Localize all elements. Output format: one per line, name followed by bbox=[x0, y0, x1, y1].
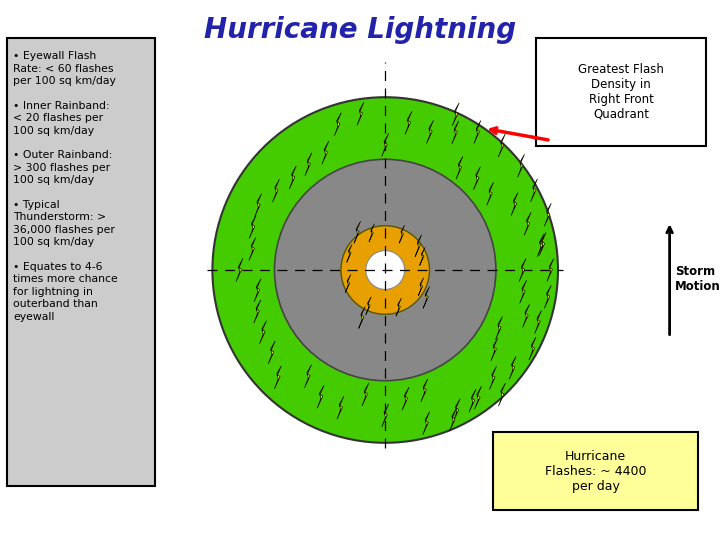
Polygon shape bbox=[236, 259, 243, 281]
Polygon shape bbox=[255, 194, 261, 217]
Polygon shape bbox=[511, 193, 518, 215]
Polygon shape bbox=[452, 121, 459, 144]
Circle shape bbox=[366, 251, 405, 289]
Polygon shape bbox=[427, 120, 433, 143]
Polygon shape bbox=[474, 167, 480, 190]
Polygon shape bbox=[449, 408, 456, 431]
Polygon shape bbox=[469, 389, 476, 412]
Polygon shape bbox=[531, 179, 537, 202]
Text: • Eyewall Flash
Rate: < 60 flashes
per 100 sq km/day

• Inner Rainband:
< 20 fla: • Eyewall Flash Rate: < 60 flashes per 1… bbox=[13, 51, 117, 322]
Polygon shape bbox=[405, 111, 412, 134]
Polygon shape bbox=[399, 225, 405, 243]
Polygon shape bbox=[357, 103, 364, 125]
Polygon shape bbox=[535, 310, 541, 333]
Polygon shape bbox=[289, 166, 296, 189]
Polygon shape bbox=[544, 203, 552, 226]
Polygon shape bbox=[453, 399, 460, 422]
Text: Storm
Motion: Storm Motion bbox=[675, 266, 720, 293]
FancyBboxPatch shape bbox=[7, 38, 155, 486]
Polygon shape bbox=[490, 366, 497, 389]
Polygon shape bbox=[305, 364, 312, 388]
Polygon shape bbox=[396, 298, 402, 316]
Polygon shape bbox=[452, 103, 459, 126]
Polygon shape bbox=[547, 259, 554, 281]
Text: Hurricane Lightning: Hurricane Lightning bbox=[204, 16, 516, 44]
Polygon shape bbox=[337, 396, 344, 420]
Polygon shape bbox=[474, 386, 482, 409]
Polygon shape bbox=[402, 387, 409, 410]
Polygon shape bbox=[539, 233, 546, 255]
Polygon shape bbox=[423, 411, 430, 435]
Polygon shape bbox=[518, 154, 524, 177]
Polygon shape bbox=[495, 316, 503, 340]
Polygon shape bbox=[249, 238, 256, 260]
Polygon shape bbox=[498, 383, 505, 406]
Polygon shape bbox=[346, 274, 351, 293]
Polygon shape bbox=[474, 120, 481, 144]
FancyBboxPatch shape bbox=[536, 38, 706, 146]
Circle shape bbox=[274, 159, 496, 381]
Polygon shape bbox=[519, 259, 526, 281]
Polygon shape bbox=[382, 133, 389, 157]
Polygon shape bbox=[334, 113, 341, 136]
Circle shape bbox=[341, 226, 429, 314]
Polygon shape bbox=[254, 279, 261, 302]
Polygon shape bbox=[305, 153, 312, 176]
Polygon shape bbox=[456, 156, 463, 179]
Polygon shape bbox=[347, 244, 352, 262]
Polygon shape bbox=[544, 285, 552, 308]
Polygon shape bbox=[354, 221, 361, 243]
Polygon shape bbox=[487, 182, 494, 205]
Polygon shape bbox=[362, 383, 369, 406]
Text: Hurricane
Flashes: ~ 4400
per day: Hurricane Flashes: ~ 4400 per day bbox=[545, 450, 647, 492]
Polygon shape bbox=[537, 234, 544, 257]
Text: Greatest Flash
Density in
Right Front
Quadrant: Greatest Flash Density in Right Front Qu… bbox=[578, 63, 664, 121]
Polygon shape bbox=[318, 385, 324, 408]
Polygon shape bbox=[421, 379, 428, 402]
Polygon shape bbox=[418, 278, 423, 296]
Polygon shape bbox=[260, 321, 266, 344]
Polygon shape bbox=[382, 404, 389, 427]
FancyBboxPatch shape bbox=[493, 432, 698, 510]
Polygon shape bbox=[498, 134, 505, 157]
Polygon shape bbox=[254, 300, 261, 323]
Polygon shape bbox=[359, 307, 365, 328]
Polygon shape bbox=[415, 235, 422, 256]
Polygon shape bbox=[322, 141, 329, 164]
Polygon shape bbox=[529, 337, 536, 360]
Polygon shape bbox=[420, 247, 425, 266]
Polygon shape bbox=[366, 297, 372, 315]
Polygon shape bbox=[520, 280, 526, 303]
Polygon shape bbox=[249, 215, 256, 239]
Circle shape bbox=[212, 97, 558, 443]
Polygon shape bbox=[523, 304, 529, 327]
Polygon shape bbox=[273, 179, 279, 202]
Polygon shape bbox=[274, 366, 282, 389]
Polygon shape bbox=[524, 212, 531, 235]
Polygon shape bbox=[491, 338, 498, 361]
Polygon shape bbox=[369, 224, 374, 242]
Polygon shape bbox=[269, 341, 275, 364]
Polygon shape bbox=[509, 356, 516, 379]
Polygon shape bbox=[423, 286, 430, 308]
